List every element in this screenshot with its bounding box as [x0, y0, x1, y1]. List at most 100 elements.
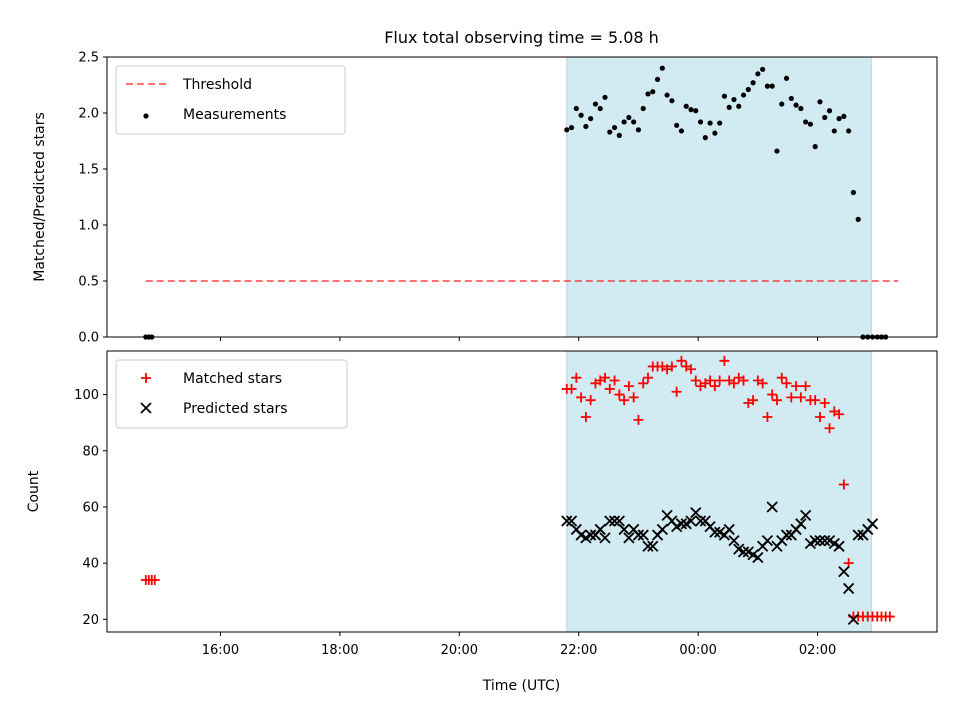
data-point — [769, 83, 775, 89]
data-point — [850, 189, 857, 196]
data-point — [855, 216, 861, 222]
data-point — [709, 526, 721, 538]
data-point — [599, 532, 611, 544]
data-point — [728, 378, 739, 389]
plot-frame — [106, 56, 938, 338]
y-tick-label: 60 — [82, 500, 99, 515]
data-point — [817, 99, 823, 105]
data-point — [626, 114, 632, 121]
data-point — [807, 121, 814, 127]
data-point — [635, 127, 642, 133]
data-point — [585, 529, 597, 541]
observing-window-span — [566, 56, 872, 338]
data-point — [788, 95, 794, 102]
data-point — [690, 375, 701, 386]
data-point — [812, 144, 818, 150]
data-point — [721, 93, 728, 99]
y-tick-label: 1.5 — [78, 163, 99, 178]
data-point — [846, 128, 852, 134]
y-tick-label: 1.0 — [78, 219, 99, 234]
data-point — [642, 540, 654, 552]
data-point — [748, 395, 759, 406]
data-point — [588, 116, 594, 122]
data-point — [609, 375, 620, 386]
data-point — [564, 127, 570, 133]
data-point — [717, 120, 723, 126]
data-point — [600, 372, 610, 383]
data-point — [736, 103, 742, 109]
data-point — [678, 128, 685, 134]
x-tick-label: 20:00 — [441, 643, 478, 658]
y-tick-label: 20 — [82, 613, 99, 628]
data-point — [760, 66, 766, 72]
data-point — [597, 105, 603, 112]
x-tick-label: 00:00 — [679, 643, 716, 658]
y-tick-label: 2.5 — [78, 51, 99, 66]
data-point — [578, 112, 584, 118]
data-point — [783, 75, 790, 81]
data-point — [621, 119, 627, 125]
data-point — [608, 515, 621, 527]
x-tick-label: 16:00 — [202, 643, 239, 658]
data-point — [623, 532, 635, 544]
data-point — [607, 129, 613, 135]
y-tick-label: 2.0 — [78, 107, 99, 122]
data-point — [726, 104, 732, 110]
data-point — [618, 523, 630, 536]
data-point — [671, 386, 682, 397]
x-tick-label: 02:00 — [799, 643, 836, 658]
data-point — [683, 103, 689, 109]
data-point — [602, 94, 608, 100]
y-tick-label: 100 — [74, 388, 99, 403]
data-point — [690, 506, 702, 519]
data-point — [561, 515, 573, 527]
data-point — [611, 124, 618, 131]
data-point — [737, 546, 750, 558]
data-point — [723, 523, 735, 536]
data-point — [693, 108, 699, 114]
data-point — [852, 529, 864, 541]
data-point — [640, 105, 646, 112]
data-point — [819, 397, 830, 408]
plot-frame — [106, 350, 938, 633]
data-point — [637, 529, 649, 541]
data-point — [809, 535, 821, 547]
data-point — [592, 101, 599, 107]
data-point — [656, 523, 668, 536]
data-point — [793, 102, 799, 108]
data-point — [838, 565, 850, 578]
legend: Matched stars Predicted stars — [115, 359, 348, 429]
data-point — [774, 148, 780, 154]
data-point — [834, 409, 845, 420]
data-point — [702, 135, 708, 141]
data-point — [604, 383, 615, 394]
data-point — [628, 392, 639, 403]
data-point — [798, 105, 804, 112]
x-tick-label: 18:00 — [321, 643, 358, 658]
data-point — [594, 523, 606, 536]
data-point — [866, 518, 879, 530]
data-point — [826, 108, 833, 114]
x-axis-label: Time (UTC) — [482, 678, 560, 694]
y-tick-label: 80 — [82, 444, 99, 459]
data-point — [824, 423, 835, 434]
data-point — [795, 518, 807, 530]
data-point — [659, 65, 665, 71]
y-tick-label: 40 — [82, 557, 99, 572]
data-point — [842, 582, 855, 595]
data-point — [762, 412, 773, 423]
legend-swatch — [141, 373, 151, 383]
data-point — [764, 83, 771, 89]
data-point — [619, 395, 630, 406]
data-point — [675, 518, 688, 530]
data-point — [633, 414, 644, 425]
legend-box — [115, 65, 346, 135]
bottom-panel: 20 40 60 80 100 Count 16:00 18:00 20:00 22:00 00:0… — [26, 350, 938, 658]
data-point — [573, 105, 579, 112]
data-point — [604, 515, 616, 527]
data-point — [654, 76, 661, 82]
data-point — [738, 375, 749, 386]
data-point — [616, 132, 622, 138]
data-point — [676, 355, 687, 366]
data-point — [814, 412, 825, 423]
